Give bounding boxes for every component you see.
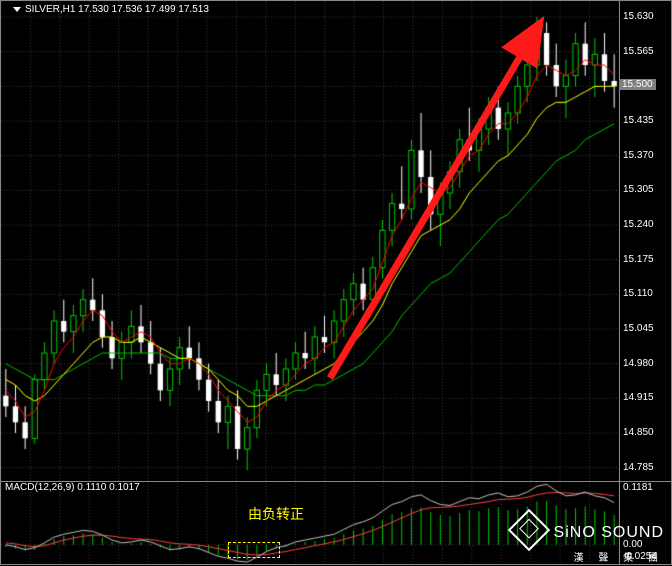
chart-container: SILVER,H1 17.530 17.536 17.499 17.513 15… [0,0,672,566]
price-axis: 15.63015.56515.50015.43515.37015.30515.2… [619,0,672,482]
macd-title: MACD(12,26,9) 0.1110 0.1017 [5,482,140,493]
logo-diamond-icon [507,509,549,551]
symbol-title: SILVER,H1 17.530 17.536 17.499 17.513 [13,4,209,15]
highlight-box [228,542,280,558]
price-panel[interactable]: SILVER,H1 17.530 17.536 17.499 17.513 [0,0,620,482]
price-canvas [1,1,619,481]
annotation-text: 由负转正 [248,504,304,524]
watermark: SiNO SOUND 漢 聲 集 團 [514,515,664,564]
